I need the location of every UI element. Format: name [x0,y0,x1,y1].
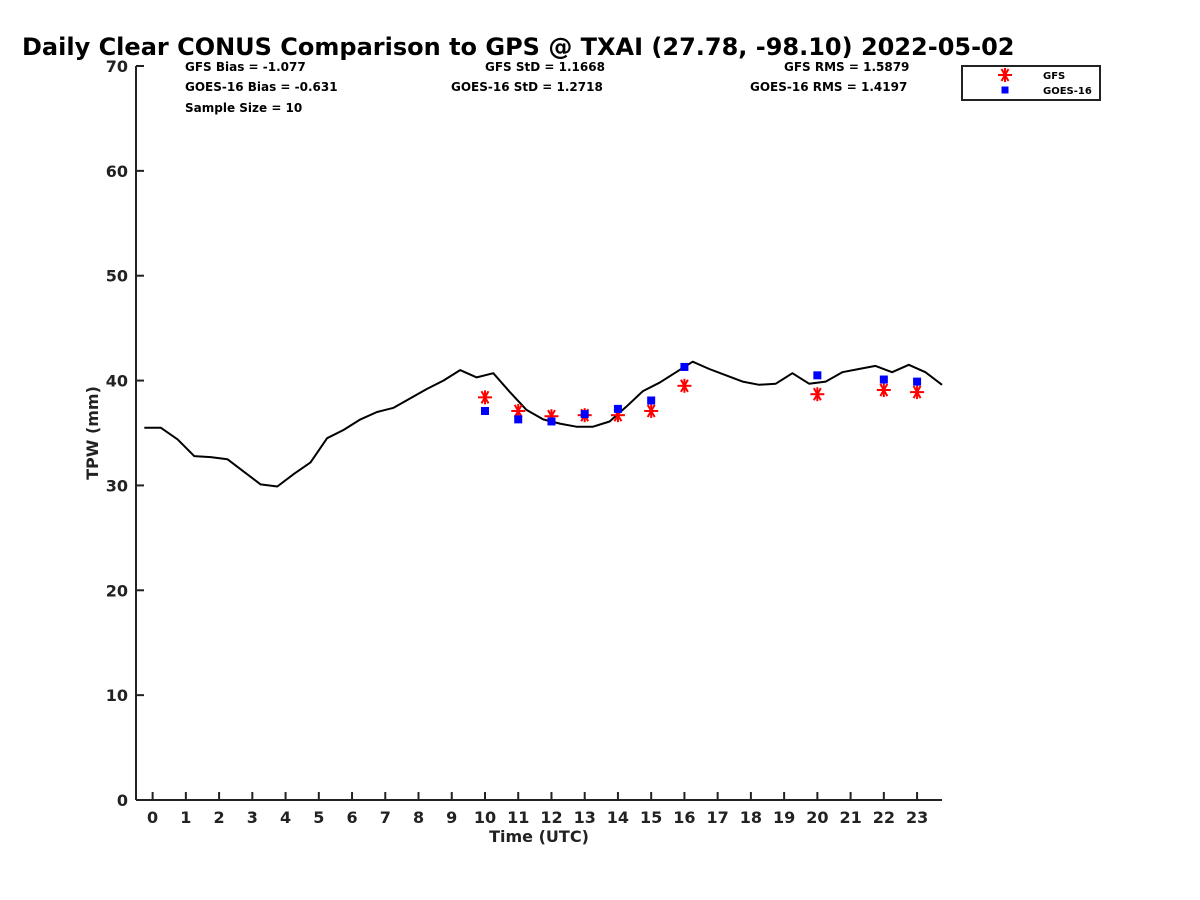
goes-std-stat: GOES-16 StD = 1.2718 [451,80,603,94]
x-tick-label: 18 [740,808,762,827]
gfs-point [910,385,925,400]
x-ticks: 0 1 2 3 4 5 6 7 8 9 10 11 12 13 14 15 16 17 18 19 20 21 22 23 [147,792,928,827]
goes16-point [547,417,556,426]
gfs-bias-stat: GFS Bias = -1.077 [185,60,306,74]
goes16-point [647,396,656,405]
x-tick-label: 3 [247,808,258,827]
y-axis-label: TPW (mm) [83,386,102,480]
goes16-point [913,377,922,386]
chart-title: Daily Clear CONUS Comparison to GPS @ TX… [22,33,1014,61]
legend-gfs-marker [998,68,1012,82]
x-tick-label: 8 [413,808,424,827]
gps-tpw-line [144,360,943,488]
goes16-point [580,410,589,419]
goes16-point [514,415,523,424]
x-tick-label: 20 [806,808,828,827]
x-axis-label: Time (UTC) [489,827,589,846]
y-tick-label: 30 [106,476,128,495]
x-tick-label: 22 [873,808,895,827]
stats-block: GFS Bias = -1.077 GOES-16 Bias = -0.631 … [185,60,909,115]
x-tick-label: 21 [839,808,861,827]
gfs-point [511,403,526,418]
legend-gfs-label: GFS [1043,71,1065,82]
y-tick-label: 60 [106,162,128,181]
y-ticks: 0 10 20 30 40 50 60 70 [106,57,144,810]
goes-bias-stat: GOES-16 Bias = -0.631 [185,80,338,94]
x-tick-label: 6 [346,808,357,827]
x-tick-label: 19 [773,808,795,827]
y-tick-label: 50 [106,267,128,286]
y-tick-label: 70 [106,57,128,76]
y-tick-label: 10 [106,686,128,705]
goes16-point [879,375,888,384]
goes-rms-stat: GOES-16 RMS = 1.4197 [750,80,907,94]
gfs-point [677,378,692,393]
series-layer [144,360,943,488]
x-tick-label: 17 [707,808,729,827]
x-tick-label: 1 [180,808,191,827]
gfs-rms-stat: GFS RMS = 1.5879 [784,60,909,74]
legend-goes-marker [1001,86,1009,94]
y-tick-label: 40 [106,372,128,391]
goes16-point [813,371,822,380]
legend: GFS GOES-16 [961,65,1101,101]
gfs-point [644,403,659,418]
y-tick-label: 0 [117,791,128,810]
x-tick-label: 12 [540,808,562,827]
legend-box [961,65,1101,101]
x-tick-label: 15 [640,808,662,827]
x-tick-label: 14 [607,808,629,827]
gfs-point [810,387,825,402]
x-tick-label: 2 [214,808,225,827]
legend-goes-label: GOES-16 [1043,86,1092,97]
x-tick-label: 9 [446,808,457,827]
x-tick-label: 7 [380,808,391,827]
goes16-point [680,362,689,371]
x-tick-label: 5 [313,808,324,827]
x-tick-label: 13 [574,808,596,827]
gfs-std-stat: GFS StD = 1.1668 [485,60,605,74]
axes [135,66,942,801]
goes16-point [613,404,622,413]
x-tick-label: 4 [280,808,291,827]
x-tick-label: 23 [906,808,928,827]
x-tick-label: 0 [147,808,158,827]
x-tick-label: 10 [474,808,496,827]
legend-gfs-asterisk [998,68,1012,82]
y-tick-label: 20 [106,581,128,600]
x-tick-label: 16 [673,808,695,827]
sample-size-stat: Sample Size = 10 [185,101,302,115]
goes16-point [480,406,489,415]
gfs-point [477,390,492,405]
gfs-point [876,383,891,398]
x-tick-label: 11 [507,808,529,827]
